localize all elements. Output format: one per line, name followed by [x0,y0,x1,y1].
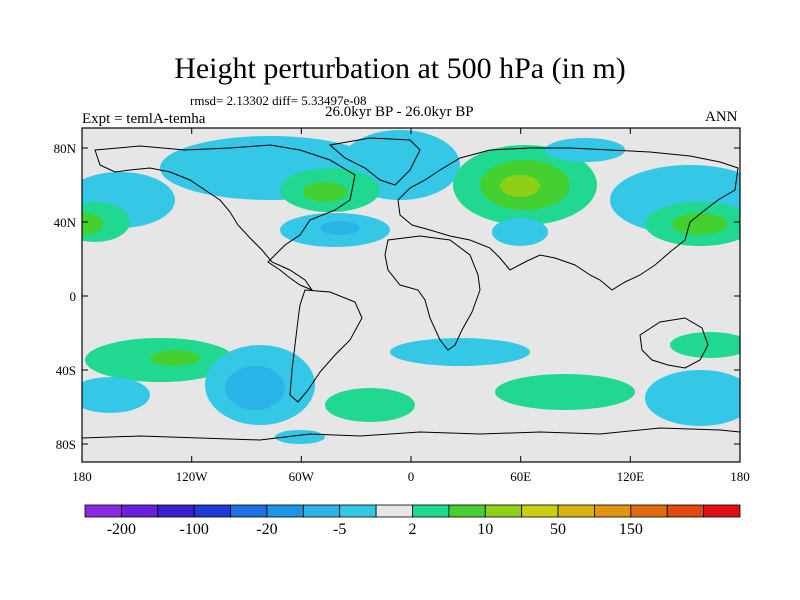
experiment-label: Expt = temlA-temha [82,111,206,127]
lat-tick-label: 40S [56,363,76,378]
colorbar-label: -5 [333,521,346,538]
colorbar-swatch [193,504,231,518]
colorbar-swatch [375,504,413,518]
lat-tick-label: 40N [54,215,77,230]
anomaly-blue-spac-west [82,377,150,413]
colorbar-swatch [521,504,559,518]
anomaly-green-satlantic [325,388,415,422]
coast-australia [639,317,709,369]
colorbar-swatch [266,504,304,518]
colorbar-label: -20 [256,521,277,538]
anomaly-blue-spac-east [645,370,740,426]
colorbar-swatch [484,504,523,518]
lon-tick-label: 0 [408,469,415,484]
colorbar-swatch [594,504,632,518]
lon-tick-label: 60W [289,469,315,484]
anomaly-yellow-siberia-core [500,175,540,197]
colorbar-label: 150 [619,521,643,538]
lon-tick-label: 180 [72,469,92,484]
chart-title: Height perturbation at 500 hPa (in m) [174,52,626,85]
colorbar [84,504,741,518]
colorbar-label: -200 [107,521,136,538]
colorbar-swatch [557,504,595,518]
colorbar-swatch [448,504,486,518]
colorbar-swatch [120,504,159,518]
coast-eurasia [397,147,739,291]
coastlines [82,137,740,441]
anomaly-blue-samerica-core [225,366,285,410]
lon-tick-label: 180 [730,469,750,484]
colorbar-swatch [302,504,341,518]
coast-north-america [94,144,356,292]
period-label: 26.0kyr BP - 26.0kyr BP [325,104,474,120]
colorbar-label: -100 [180,521,209,538]
colorbar-swatch [157,504,195,518]
colorbar-swatch [666,504,705,518]
lat-tick-label: 0 [70,289,77,304]
colorbar-swatch [703,504,741,518]
stats-line: rmsd= 2.13302 diff= 5.33497e-08 [190,93,367,108]
lat-tick-label: 80S [56,437,76,452]
lon-tick-label: 60E [510,469,531,484]
anomaly-blue-casia [492,218,548,246]
anomaly-green-spac-east [670,332,740,358]
season-label: ANN [705,109,738,125]
anomaly-blue-antarctic [275,430,325,444]
colorbar-labels: -200 -100 -20 -5 2 10 50 150 [107,521,643,538]
colorbar-swatch [630,504,668,518]
colorbar-swatch [230,504,268,518]
lon-tick-label: 120E [617,469,645,484]
longitude-axis: 180 120W 60W 0 60E 120E 180 [72,128,750,484]
anomaly-blue-sindian [390,338,530,366]
colorbar-swatch [84,504,122,518]
contour-fills [82,130,740,444]
anomaly-blue-atlantic-core [320,221,360,235]
colorbar-swatch [412,504,450,518]
coast-africa [384,235,481,351]
anomaly-green-npac-east-core [672,213,728,235]
latitude-axis: 80N 40N 0 40S 80S [54,141,740,452]
coast-greenland [328,137,421,186]
colorbar-label: 50 [550,521,566,538]
lat-tick-label: 80N [54,141,77,156]
anomaly-green-core-west [82,213,103,235]
colorbar-swatch [339,504,377,518]
colorbar-label: 2 [409,521,417,538]
anomaly-blue-arctic [545,138,625,162]
coast-south-america [289,289,363,403]
anomaly-green-sindian [495,374,635,410]
anomaly-green-spac-core [150,350,200,366]
lon-tick-label: 120W [176,469,209,484]
coast-antarctica [82,427,740,441]
colorbar-label: 10 [477,521,493,538]
anomaly-green-canada-core [303,182,347,202]
